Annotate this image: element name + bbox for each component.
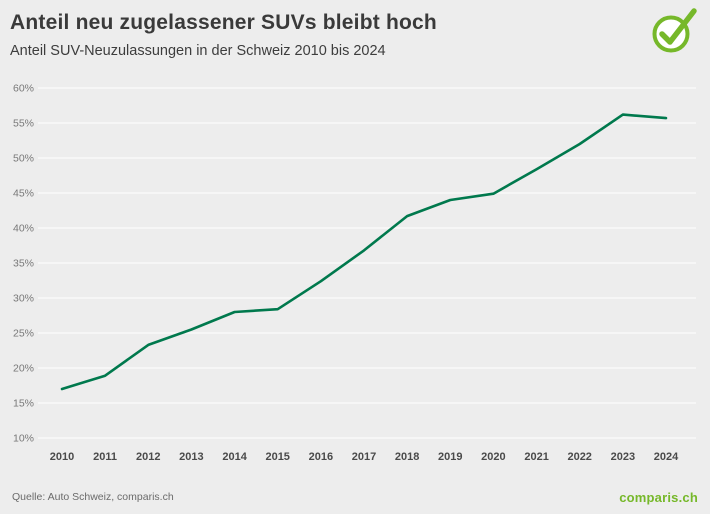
chart-footer: Quelle: Auto Schweiz, comparis.ch compar… bbox=[0, 480, 710, 514]
y-axis-label: 55% bbox=[13, 118, 34, 130]
y-axis-label: 10% bbox=[13, 433, 34, 445]
y-axis-label: 45% bbox=[13, 188, 34, 200]
y-axis-label: 50% bbox=[13, 153, 34, 165]
x-axis-label: 2020 bbox=[481, 451, 505, 463]
y-axis-label: 20% bbox=[13, 363, 34, 375]
suv-share-line-chart: 10% 15% 20% 25% 30% 35% 40% 45% 50% 55% 60% 2010 201… bbox=[13, 83, 696, 463]
x-axis-label: 2023 bbox=[611, 451, 635, 463]
x-axis-label: 2024 bbox=[654, 451, 679, 463]
x-axis-label: 2012 bbox=[136, 451, 160, 463]
x-axis-label: 2018 bbox=[395, 451, 419, 463]
y-axis-label: 25% bbox=[13, 328, 34, 340]
x-axis-label: 2017 bbox=[352, 451, 376, 463]
x-axis-label: 2010 bbox=[50, 451, 74, 463]
y-axis-label: 60% bbox=[13, 83, 34, 95]
comparis-check-logo-icon bbox=[652, 8, 697, 53]
y-axis-label: 15% bbox=[13, 398, 34, 410]
x-axis-label: 2013 bbox=[179, 451, 203, 463]
page-title: Anteil neu zugelassener SUVs bleibt hoch bbox=[10, 11, 437, 34]
source-note: Quelle: Auto Schweiz, comparis.ch bbox=[12, 491, 174, 503]
trend-line bbox=[60, 113, 668, 391]
x-axis-label: 2022 bbox=[567, 451, 591, 463]
x-axis-label: 2015 bbox=[265, 451, 289, 463]
chart-subtitle: Anteil SUV-Neuzulassungen in der Schweiz… bbox=[10, 43, 386, 60]
x-axis-label: 2021 bbox=[524, 451, 548, 463]
x-axis-label: 2014 bbox=[222, 451, 247, 463]
chart-header: Anteil neu zugelassener SUVs bleibt hoch… bbox=[10, 10, 640, 59]
logo-checkmark bbox=[659, 8, 697, 45]
x-axis-label: 2016 bbox=[309, 451, 333, 463]
y-axis-label: 40% bbox=[13, 223, 34, 235]
brand-wordmark: comparis.ch bbox=[619, 489, 698, 505]
y-axis-label: 35% bbox=[13, 258, 34, 270]
x-axis-label: 2019 bbox=[438, 451, 462, 463]
y-axis-label: 30% bbox=[13, 293, 34, 305]
x-axis-label: 2011 bbox=[93, 451, 117, 463]
